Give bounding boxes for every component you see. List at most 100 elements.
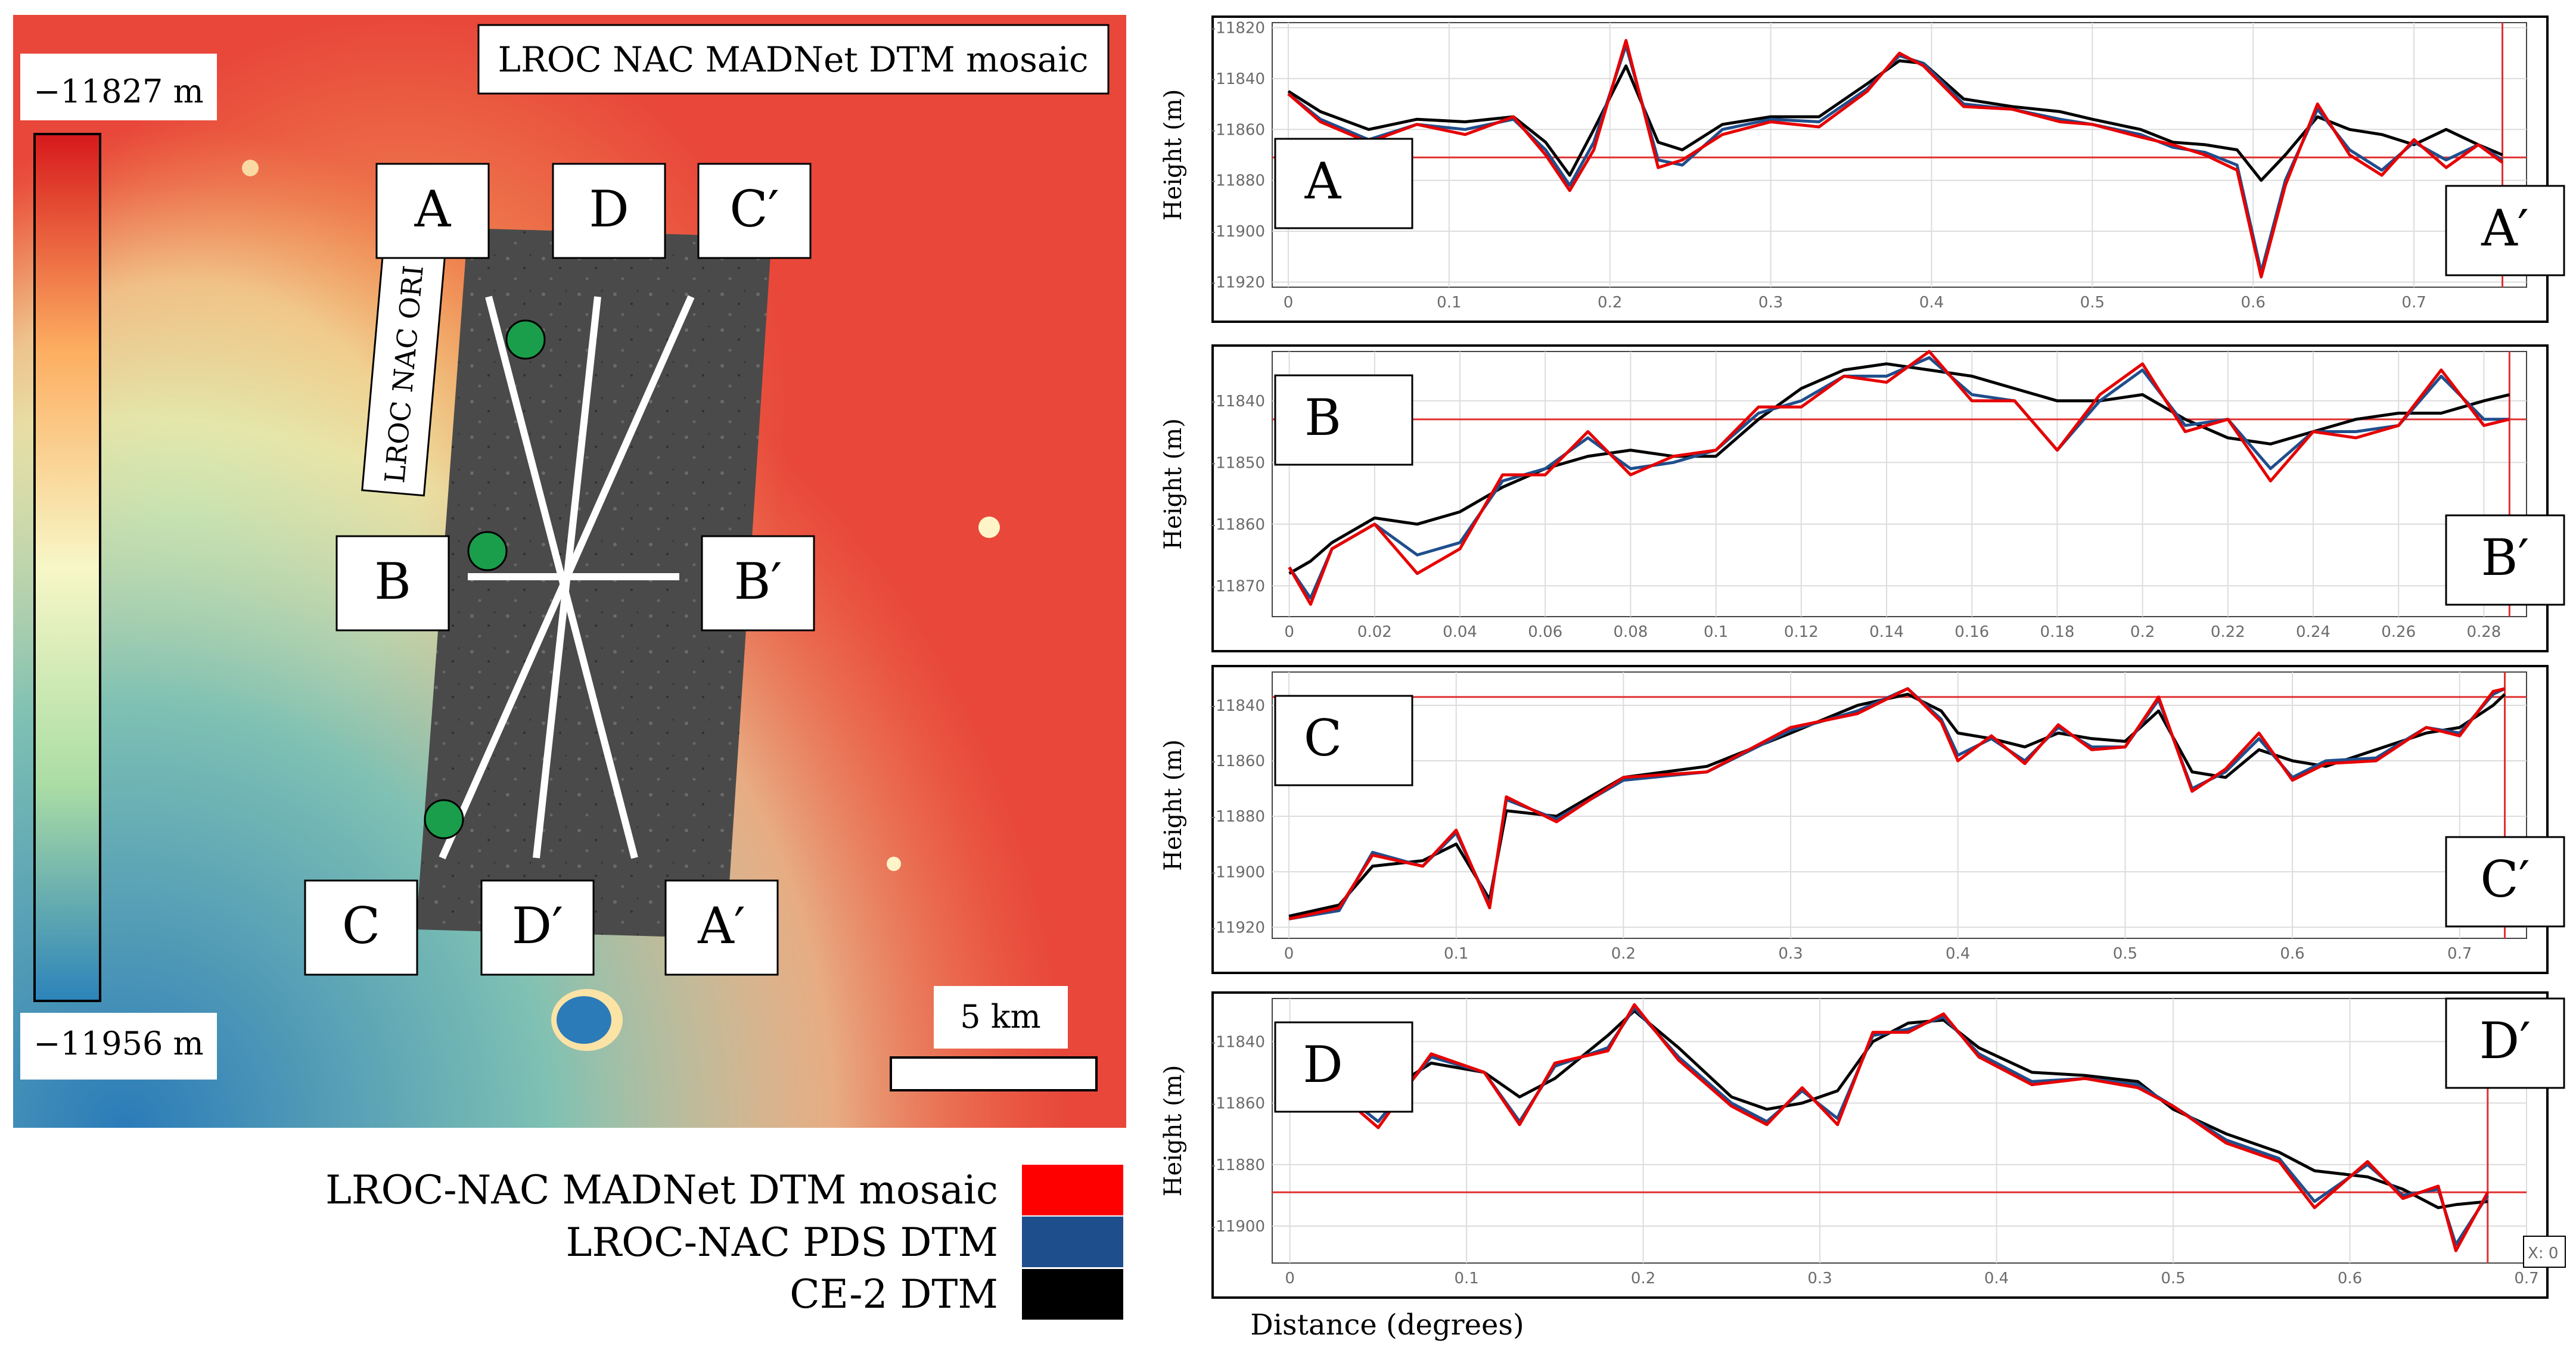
x-tick-label: 0 xyxy=(1284,623,1294,641)
series-line-lroc-nac-madnet-dtm-mosaic xyxy=(1289,1003,2489,1252)
y-tick-label: -11870 xyxy=(1210,577,1265,595)
start-label: D xyxy=(1303,1035,1343,1094)
x-tick-label: 0.5 xyxy=(2161,1270,2185,1287)
profile-label-b-prime: B′ xyxy=(734,552,782,611)
y-tick-label: -11880 xyxy=(1210,172,1265,190)
x-tick-label: 0.28 xyxy=(2466,623,2501,641)
x-tick-label: 0.2 xyxy=(1631,1270,1655,1287)
end-label-box xyxy=(2445,836,2565,928)
x-tick-label: 0.3 xyxy=(1807,1270,1832,1287)
y-axis-title: Height (m) xyxy=(1160,739,1187,871)
x-tick-label: 0.3 xyxy=(1778,945,1803,963)
x-tick-label: 0.5 xyxy=(2080,294,2105,312)
y-tick-label: -11850 xyxy=(1210,454,1265,472)
series-line-lroc-nac-madnet-dtm-mosaic xyxy=(1288,687,2506,920)
marker-dot xyxy=(424,799,464,839)
x-tick-label: 0 xyxy=(1285,1270,1295,1287)
y-tick-label: -11880 xyxy=(1210,1156,1265,1174)
legend-swatch-pds xyxy=(1022,1217,1123,1267)
x-axis-title: Distance (degrees) xyxy=(1250,1308,1524,1342)
y-tick-label: -11840 xyxy=(1210,1033,1265,1051)
legend-label-pds: LROC-NAC PDS DTM xyxy=(566,1220,998,1265)
series-line-lroc-nac-madnet-dtm-mosaic xyxy=(1288,350,2510,606)
x-tick-label: 0.5 xyxy=(2113,945,2137,963)
x-tick-label: 0 xyxy=(1284,945,1294,963)
y-tick-label: -11880 xyxy=(1210,808,1265,826)
profile-label-a: A xyxy=(414,180,452,238)
x-tick-label: 0.2 xyxy=(2130,623,2155,641)
series-line-lroc-nac-madnet-dtm-mosaic xyxy=(1287,39,2503,279)
y-tick-label: -11860 xyxy=(1210,752,1265,770)
profile-label-b: B xyxy=(374,552,411,611)
x-tick-label: 0.7 xyxy=(2401,294,2426,312)
y-axis-title: Height (m) xyxy=(1160,418,1187,550)
bright-spot xyxy=(978,517,1000,538)
profile-label-group: A D C′ B B′ C D′ A′ xyxy=(304,163,815,976)
start-label: B xyxy=(1304,388,1341,447)
end-label: A′ xyxy=(2481,199,2529,257)
x-tick-label: 0.06 xyxy=(1528,623,1562,641)
y-tick-label: -11900 xyxy=(1210,1218,1265,1236)
colorbar-min-label: −11956 m xyxy=(33,1025,203,1062)
start-label-box xyxy=(1274,695,1413,786)
x-tick-label: 0.22 xyxy=(2211,623,2245,641)
start-label-box xyxy=(1274,1021,1413,1113)
bright-spot xyxy=(887,857,901,871)
x-tick-label: 0 xyxy=(1284,294,1294,312)
colorbar xyxy=(33,133,101,1002)
profile-label-c-prime: C′ xyxy=(729,180,779,238)
ori-strip xyxy=(416,228,772,938)
y-tick-label: -11860 xyxy=(1210,121,1265,139)
x-tick-label: 0.18 xyxy=(2040,623,2074,641)
profile-label-c: C xyxy=(342,897,380,955)
profile-label-d-prime: D′ xyxy=(512,897,563,955)
plot-area xyxy=(1272,998,2527,1264)
bright-spot xyxy=(242,160,259,176)
x-tick-label: 0.1 xyxy=(1454,1270,1478,1287)
x-tick-label: 0.26 xyxy=(2381,623,2416,641)
scale-bar xyxy=(890,1056,1098,1091)
dtm-map: −11827 m −11956 m LROC NAC MADNet DTM mo… xyxy=(13,15,1126,1128)
legend-swatch-ce2 xyxy=(1022,1269,1123,1320)
end-label: C′ xyxy=(2480,850,2530,909)
x-tick-label: 0.3 xyxy=(1758,294,1783,312)
x-tick-label: 0.7 xyxy=(2514,1270,2538,1287)
start-label: A xyxy=(1304,152,1342,210)
profile-chart-3: -11840 -11860 -11880 -11900 -11920 0 0.1 0.2 0.3… xyxy=(1160,665,2565,974)
start-label-box xyxy=(1274,138,1413,229)
x-tick-label: 0.4 xyxy=(1946,945,1970,963)
y-tick-label: -11920 xyxy=(1210,919,1265,937)
y-tick-label: -11900 xyxy=(1210,223,1265,241)
legend-label-madnet: LROC-NAC MADNet DTM mosaic xyxy=(325,1167,998,1213)
x-tick-label: 0.24 xyxy=(2296,623,2330,641)
scale-bar-label: 5 km xyxy=(960,998,1040,1035)
y-axis-title: Height (m) xyxy=(1160,89,1187,221)
end-label-box xyxy=(2445,997,2565,1089)
x-tick-label: 0.7 xyxy=(2447,945,2472,963)
end-label-box xyxy=(2445,185,2565,276)
x-tick-label: 0.2 xyxy=(1598,294,1622,312)
profile-chart-4: -11840 -11860 -11880 -11900 0 0.1 0.2 0.3 0.4 0.5… xyxy=(1160,991,2565,1299)
plot-area xyxy=(1272,22,2527,288)
cursor-readout-box xyxy=(2523,1236,2566,1268)
profile-chart-1: -11820 -11840 -11860 -11880 -11900 -11920 0 0.1… xyxy=(1160,15,2565,323)
cursor-readout: X: 0 xyxy=(2528,1245,2558,1262)
end-label: D′ xyxy=(2479,1012,2531,1070)
profile-charts: -11820 -11840 -11860 -11880 -11900 -11920 0 0.1… xyxy=(1160,15,2566,1299)
x-tick-label: 0.14 xyxy=(1869,623,1904,641)
legend: LROC-NAC MADNet DTM mosaic LROC-NAC PDS … xyxy=(325,1165,1123,1320)
legend-label-ce2: CE-2 DTM xyxy=(790,1271,998,1317)
profile-label-d: D xyxy=(589,180,629,238)
end-label-box xyxy=(2445,514,2565,606)
map-title-box xyxy=(477,24,1110,95)
plot-area xyxy=(1272,351,2527,617)
y-tick-label: -11820 xyxy=(1210,20,1265,38)
plot-area xyxy=(1272,671,2527,939)
y-axis-title: Height (m) xyxy=(1160,1065,1187,1197)
x-tick-label: 0.16 xyxy=(1954,623,1989,641)
y-tick-label: -11900 xyxy=(1210,863,1265,881)
end-label: B′ xyxy=(2481,528,2530,587)
x-tick-label: 0.04 xyxy=(1443,623,1477,641)
x-tick-label: 0.4 xyxy=(1984,1270,2009,1287)
